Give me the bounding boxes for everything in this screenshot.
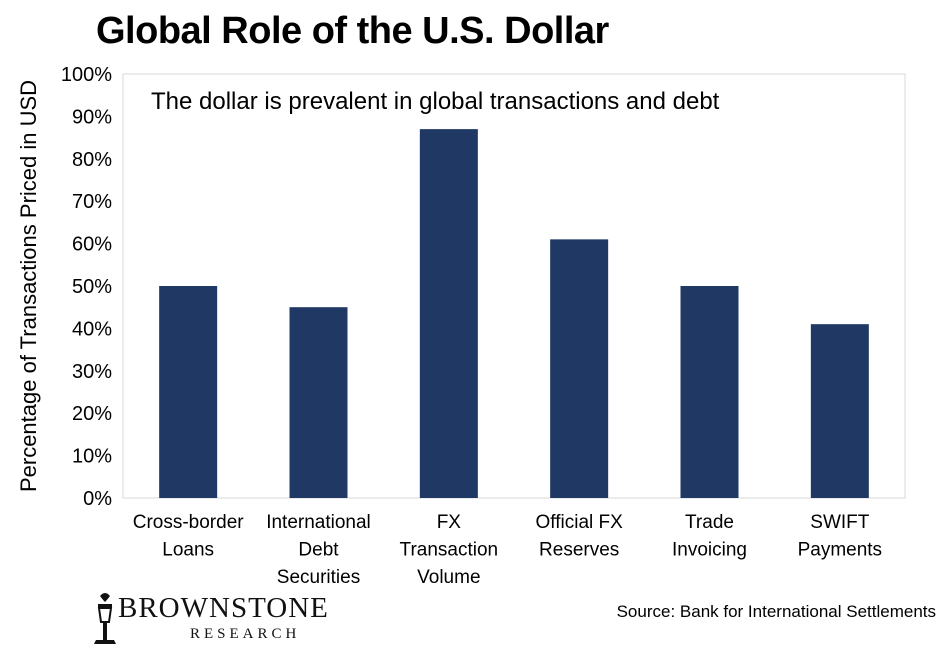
x-tick-label: SWIFT Payments (798, 512, 882, 561)
chart-subtitle: The dollar is prevalent in global transa… (151, 88, 720, 115)
x-tick-label: FX Transaction Volume (400, 512, 499, 588)
source-note: Source: Bank for International Settlemen… (616, 602, 936, 621)
plot-area (122, 73, 906, 499)
logo-wordmark: BROWNSTONE (118, 592, 329, 624)
y-tick-label: 20% (72, 403, 112, 425)
bar (289, 307, 348, 498)
y-tick-label: 50% (72, 276, 112, 298)
x-tick-label: Official FX Reserves (536, 512, 624, 561)
y-tick-label: 90% (72, 106, 112, 128)
y-tick-label: 10% (72, 446, 112, 468)
y-tick-label: 30% (72, 361, 112, 383)
x-tick-label: International Debt Securities (266, 512, 371, 588)
y-tick-label: 0% (83, 488, 112, 510)
bar (419, 129, 478, 498)
y-tick-label: 100% (61, 64, 112, 86)
x-tick-label: Trade Invoicing (672, 512, 747, 561)
y-tick-label: 70% (72, 191, 112, 213)
bar (159, 286, 218, 498)
bar (810, 324, 869, 498)
x-tick-label: Cross-border Loans (133, 512, 245, 561)
y-tick-label: 60% (72, 234, 112, 256)
bar (550, 239, 609, 499)
logo-subtitle: RESEARCH (190, 626, 301, 642)
y-axis-label: Percentage of Transactions Priced in USD (16, 80, 41, 492)
chart-title: Global Role of the U.S. Dollar (96, 10, 609, 52)
brownstone-logo: BROWNSTONE RESEARCH (90, 590, 390, 646)
lantern-icon (94, 593, 116, 644)
bar (680, 286, 739, 498)
y-tick-label: 80% (72, 149, 112, 171)
y-tick-label: 40% (72, 318, 112, 340)
